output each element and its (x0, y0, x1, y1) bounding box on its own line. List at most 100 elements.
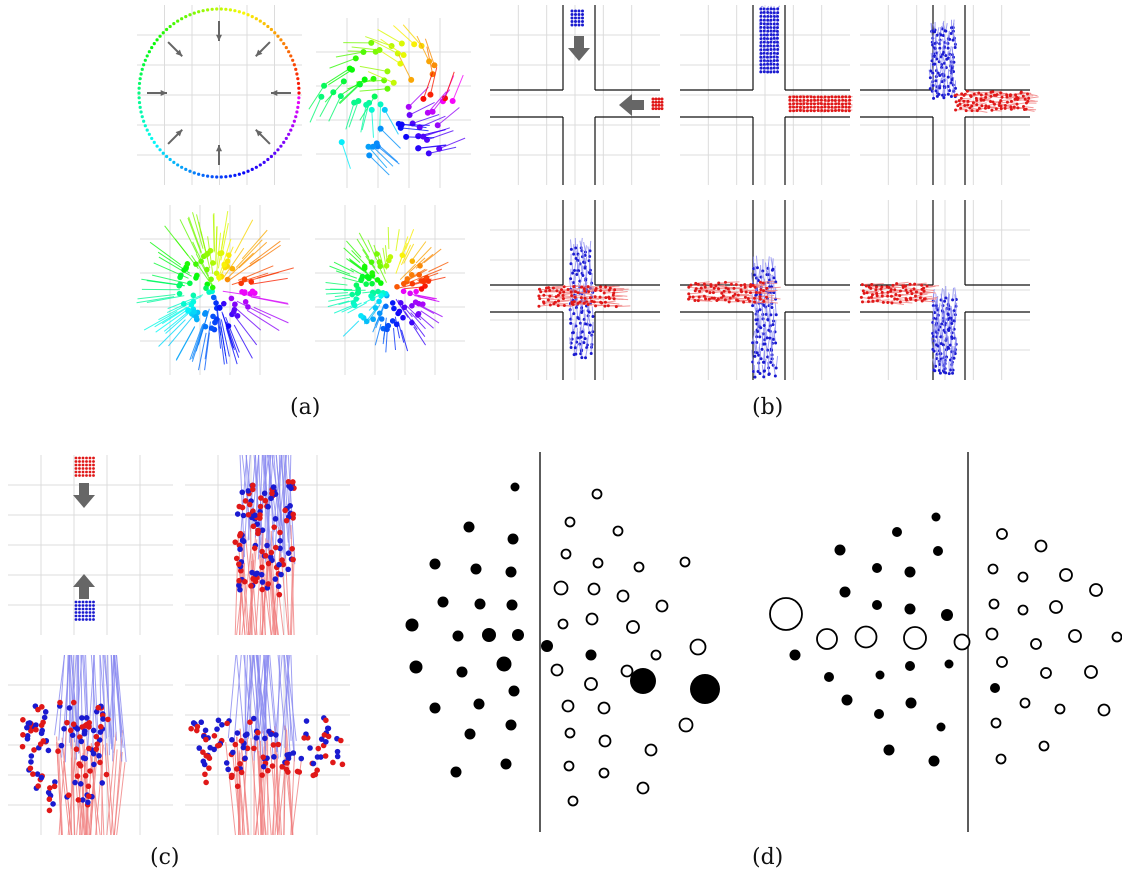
agent-dot (398, 300, 404, 306)
trajectory-line (416, 247, 431, 263)
circle-final (315, 205, 465, 375)
trajectory-line (574, 345, 575, 355)
ring-agent-dot (270, 155, 273, 158)
agent-dot (397, 61, 403, 67)
agent-dot (991, 90, 994, 93)
agent-dot (999, 91, 1002, 94)
agent-dot (255, 730, 261, 736)
agent-dot (587, 303, 590, 306)
agent-dot (813, 99, 816, 102)
agent-dot (765, 296, 768, 299)
trajectory-line (775, 303, 776, 315)
agent-dot (944, 30, 947, 33)
agent-dot (802, 102, 805, 105)
agent-dot (391, 306, 397, 312)
ring-agent-dot (291, 124, 294, 127)
agent-dot (89, 464, 92, 467)
agent-dot (730, 283, 733, 286)
agent-dot (1022, 105, 1025, 108)
agent-dot (426, 278, 432, 284)
white-agent (552, 665, 563, 676)
agent-dot (658, 107, 661, 110)
agent-dot (714, 284, 717, 287)
agent-dot (360, 49, 366, 55)
agent-dot (1026, 92, 1029, 95)
agent-dot (401, 52, 407, 58)
agent-dot (759, 326, 762, 329)
agent-dot (700, 287, 703, 290)
black-agent (471, 564, 482, 575)
white-agent (593, 490, 602, 499)
agent-dot (820, 106, 823, 109)
agent-dot (92, 604, 95, 607)
agent-dot (792, 109, 795, 112)
ring-agent-dot (276, 35, 279, 38)
agent-dot (78, 781, 84, 787)
agent-dot (43, 709, 49, 715)
agent-dot (96, 753, 102, 759)
agent-dot (242, 756, 248, 762)
agent-dot (420, 134, 426, 140)
agent-dot (571, 13, 574, 16)
agent-dot (788, 99, 791, 102)
agent-dot (1016, 106, 1019, 109)
agent-dot (92, 460, 95, 463)
agent-dot (899, 301, 902, 304)
agent-dot (763, 70, 766, 73)
agent-dot (41, 738, 47, 744)
agent-dot (976, 109, 979, 112)
agent-dot (25, 736, 31, 742)
agent-dot (774, 374, 777, 377)
agent-dot (722, 294, 725, 297)
agent-dot (91, 762, 97, 768)
black-agent (872, 563, 882, 573)
agent-dot (599, 296, 602, 299)
ring-agent-dot (158, 148, 161, 151)
agent-dot (264, 543, 270, 549)
agent-dot (795, 109, 798, 112)
agent-dot (304, 718, 310, 724)
trajectory-line (325, 81, 344, 102)
agent-dot (202, 771, 208, 777)
ring-agent-dot (206, 8, 209, 11)
agent-dot (354, 282, 360, 288)
agent-dot (580, 336, 583, 339)
agent-dot (724, 298, 727, 301)
agent-dot (85, 608, 88, 611)
agent-dot (795, 95, 798, 98)
agent-dot (882, 301, 885, 304)
white-agent (627, 621, 639, 633)
trajectory-line (372, 110, 374, 138)
agent-dot (76, 761, 82, 767)
agent-dot (216, 717, 222, 723)
trajectory-line (596, 288, 610, 289)
agent-dot (85, 800, 91, 806)
agent-dot (89, 601, 92, 604)
agent-dot (697, 283, 700, 286)
agent-dot (191, 309, 197, 315)
agent-dot (834, 96, 837, 99)
agent-dot (341, 78, 347, 84)
agent-dot (710, 285, 713, 288)
agent-dot (862, 289, 865, 292)
agent-dot (950, 335, 953, 338)
agent-dot (909, 298, 912, 301)
agent-dot (652, 107, 655, 110)
agent-dot (661, 98, 664, 101)
agent-dot (237, 546, 243, 552)
agent-dot (75, 460, 78, 463)
agent-dot (687, 292, 690, 295)
trajectory-line (343, 321, 359, 336)
agent-dot (906, 291, 909, 294)
trajectory-line (590, 264, 591, 274)
ring-agent-dot (180, 17, 183, 20)
agent-dot (824, 109, 827, 112)
black-agent (509, 686, 520, 697)
agent-dot (841, 109, 844, 112)
agent-dot (89, 604, 92, 607)
agent-dot (75, 611, 78, 614)
agent-dot (557, 294, 560, 297)
ring-agent-dot (293, 120, 296, 123)
ring-agent-dot (263, 22, 266, 25)
agent-dot (744, 286, 747, 289)
